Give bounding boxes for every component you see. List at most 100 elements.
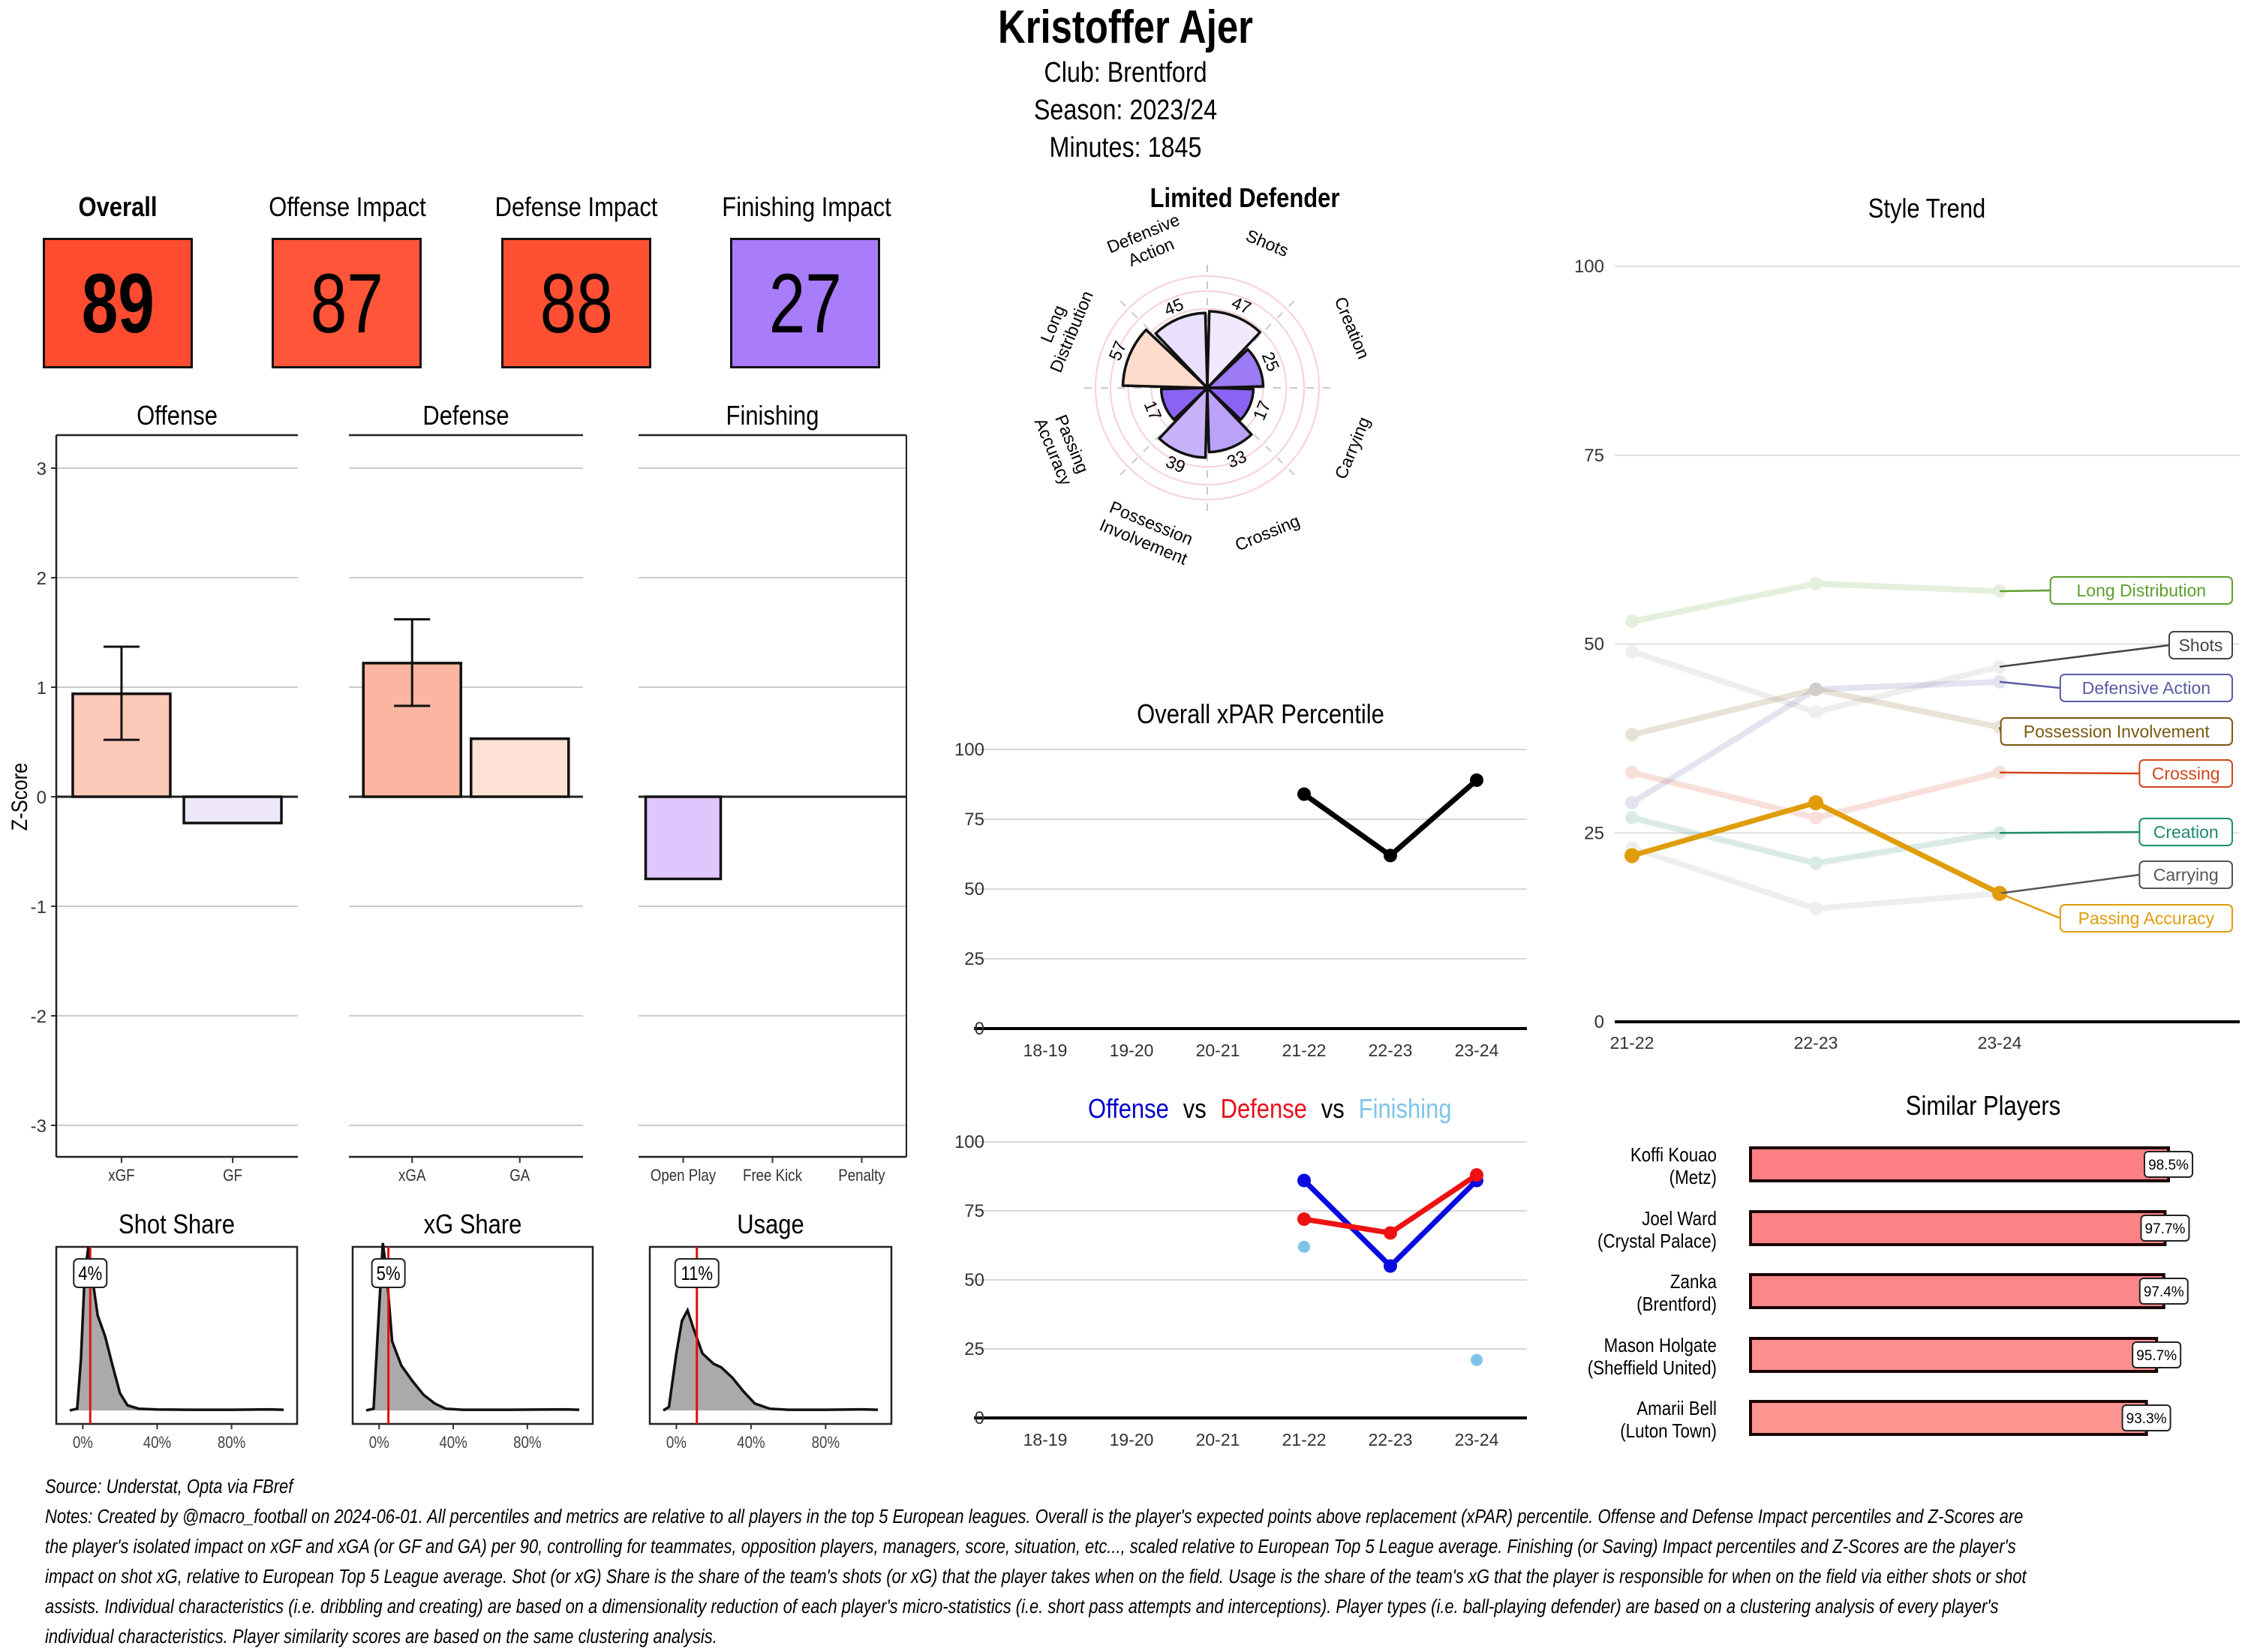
radar-sector-crossing <box>1206 386 1253 454</box>
density-line <box>663 1307 879 1412</box>
x-tick-label: 22-23 <box>1369 1430 1413 1449</box>
similarity-bar <box>1749 1337 2159 1373</box>
x-tick-label: 40% <box>439 1434 467 1452</box>
series-line <box>1631 769 2000 821</box>
y-tick-label: 50 <box>964 1270 984 1290</box>
density-line <box>69 1246 284 1412</box>
title-part-offense: Offense <box>1088 1095 1169 1125</box>
faded-series-creation <box>1625 811 2006 870</box>
radar-category-label: Shots <box>1243 226 1291 261</box>
marker-label-box <box>73 1258 108 1288</box>
title-part-vs: vs <box>1321 1095 1345 1125</box>
radar-category-label: LongDistribution <box>1027 281 1097 376</box>
similarity-label: 97.4% <box>2144 1284 2184 1300</box>
series-label-crossing: Crossing <box>2152 764 2220 783</box>
series-label-box <box>2138 759 2233 788</box>
notes-line: impact on shot xG, relative to European … <box>45 1566 2027 1587</box>
x-tick-label: 0% <box>73 1434 93 1452</box>
y-tick-label: 75 <box>1584 446 1604 466</box>
x-tick-label: 22-23 <box>1369 1041 1413 1060</box>
radar-sector-long-distribution <box>1121 328 1209 389</box>
similarity-label-box <box>2132 1341 2182 1368</box>
label-leader-line <box>1999 892 2061 920</box>
data-point <box>1808 794 1823 810</box>
player-club: (Luton Town) <box>1620 1420 1717 1442</box>
series-label-creation: Creation <box>2153 822 2219 842</box>
radar-gridcircle <box>1127 308 1288 468</box>
x-tick-label: Penalty <box>838 1167 885 1185</box>
series-label-long-distribution: Long Distribution <box>2076 581 2206 600</box>
x-tick-label: 18-19 <box>1023 1430 1068 1449</box>
zscore-panel-defense: Defense xGA GA <box>349 401 583 1185</box>
data-point <box>1625 795 1639 809</box>
series-overall-xpar <box>1297 773 1483 863</box>
x-tick-label: xGA <box>398 1167 426 1185</box>
similarity-bar <box>1749 1210 2167 1246</box>
data-point <box>1625 728 1639 742</box>
label-leader-line <box>1999 831 2140 834</box>
card-title-finishing-impact: Finishing Impact <box>722 191 891 222</box>
density-line <box>365 1242 580 1412</box>
x-tick-label: 80% <box>812 1434 840 1452</box>
bar-ga <box>470 737 570 798</box>
card-value-overall: 89 <box>81 256 155 350</box>
report-header: Kristoffer Ajer Club: Brentford Season: … <box>0 0 2251 167</box>
marker-label: 4% <box>78 1263 102 1284</box>
x-tick-label: 40% <box>737 1434 765 1452</box>
series-label-possession-involvement: Possession Involvement <box>2024 722 2210 741</box>
label-leader-line <box>1999 589 2051 593</box>
faded-series-shots <box>1625 644 2006 719</box>
similarity-label: 97.7% <box>2145 1221 2186 1237</box>
style-trend-chart: Style Trend 0 25 50 75 100 21-22 22-23 23-24 Long… <box>1574 194 2240 1053</box>
similar-player-row: Zanka(Brentford) 97.4% <box>1636 1271 2189 1315</box>
radar-gridcircle <box>1109 290 1306 486</box>
zscore-panel-offense: Offense xGF GF <box>55 401 298 1185</box>
series-label-carrying: Carrying <box>2153 865 2219 885</box>
card-finishing-impact: 27 <box>730 238 880 368</box>
radar-category-label-line: Creation <box>1330 294 1373 362</box>
data-point <box>1625 644 1639 659</box>
bar-gf <box>182 795 283 824</box>
panel-title: Usage <box>737 1210 804 1240</box>
y-tick-label: 1 <box>37 678 47 698</box>
radar-title: Limited Defender <box>1150 184 1340 214</box>
radar-category-label-line: Carrying <box>1330 414 1373 482</box>
label-leader-line <box>1999 680 2060 689</box>
data-point <box>1297 787 1311 801</box>
data-point <box>1809 901 1823 915</box>
series-line <box>1630 845 2000 912</box>
title-part-finishing: Finishing <box>1359 1095 1452 1125</box>
y-tick-label: 2 <box>37 569 47 589</box>
y-tick-label: 100 <box>954 1132 984 1152</box>
x-tick-label: 23-24 <box>1455 1430 1499 1449</box>
y-tick-label: 0 <box>975 1408 984 1428</box>
radar-sector-defensive-action <box>1154 311 1209 389</box>
notes-line: the player's isolated impact on xGF and … <box>45 1536 2016 1557</box>
series-label-box <box>2138 861 2233 889</box>
radar-gridcircle <box>1095 275 1320 500</box>
similarity-bar <box>1749 1400 2148 1436</box>
title-part-vs: vs <box>1183 1095 1207 1125</box>
player-club: (Crystal Palace) <box>1597 1230 1717 1252</box>
player-club: (Sheffield United) <box>1588 1357 1717 1379</box>
series-line <box>1631 686 2000 738</box>
similarity-label-box <box>2121 1404 2171 1431</box>
density-panel-xg-share: xG Share 5% 0% 40% 80% <box>351 1210 594 1452</box>
data-point <box>1470 773 1483 787</box>
chart-title: Overall xPAR Percentile <box>1137 700 1384 730</box>
similarity-label-box <box>2138 1278 2189 1305</box>
zscore-chart: Z-Score 3 2 1 0 -1 -2 -3 Offense xGF GF Defense xGA G… <box>7 401 907 1185</box>
card-value-offense-impact: 87 <box>310 256 383 350</box>
bar-open-play <box>644 795 723 881</box>
series-label-box <box>2049 576 2234 605</box>
density-panel-usage: Usage 11% 0% 40% 80% <box>648 1210 893 1452</box>
radar-category-label: PossessionInvolvement <box>1097 496 1198 569</box>
y-tick-label: 50 <box>964 879 984 900</box>
source-note: Source: Understat, Opta via FBref <box>45 1476 293 1497</box>
chart-title: Style Trend <box>1868 194 1986 224</box>
data-point <box>1384 1259 1397 1273</box>
title-part-defense: Defense <box>1221 1095 1307 1125</box>
x-tick-label: Free Kick <box>743 1167 803 1185</box>
y-tick-label: -1 <box>31 897 47 918</box>
